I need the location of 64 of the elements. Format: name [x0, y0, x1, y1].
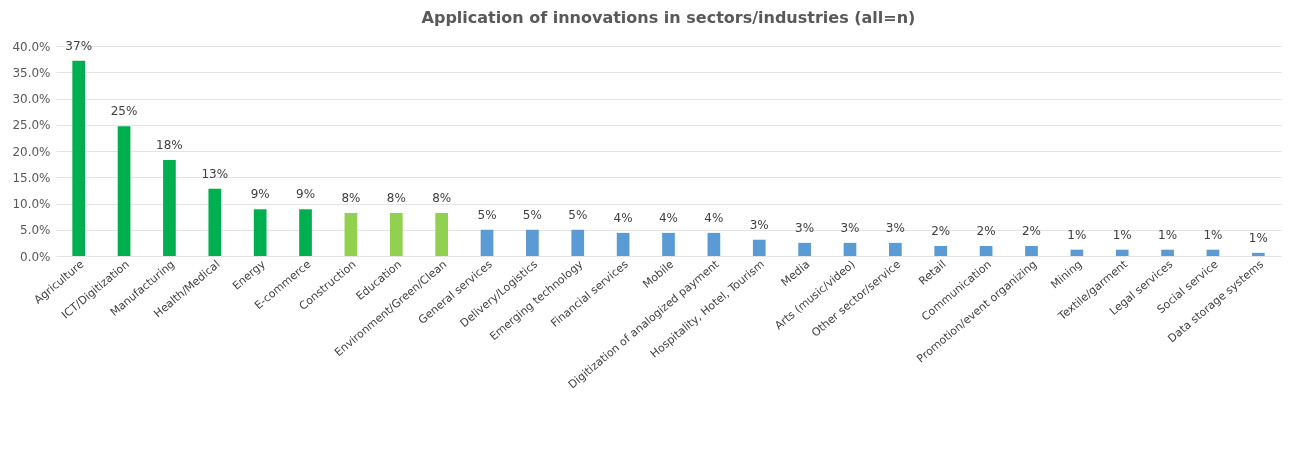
- y-tick-label: 25.0%: [12, 118, 51, 133]
- bar: [1115, 249, 1129, 256]
- data-label: 37%: [65, 38, 93, 53]
- data-label: 9%: [250, 187, 270, 202]
- data-label: 18%: [156, 137, 183, 152]
- bar: [344, 212, 358, 256]
- y-tick-label: 5.0%: [20, 223, 51, 238]
- bar: [299, 209, 312, 256]
- y-tick-label: 15.0%: [12, 170, 51, 185]
- y-tick-label: 30.0%: [12, 92, 51, 106]
- y-tick-label: 35.0%: [12, 65, 51, 80]
- chart-title: Application of innovations in sectors/industries (all=n): [421, 7, 916, 27]
- data-label: 4%: [613, 210, 633, 225]
- bar: [979, 246, 993, 256]
- bar: [163, 159, 176, 256]
- data-label: 1%: [1248, 230, 1268, 245]
- data-label: 5%: [522, 207, 542, 222]
- data-label: 1%: [1158, 227, 1178, 242]
- y-tick-label: 20.0%: [12, 144, 51, 159]
- bar: [253, 209, 267, 256]
- bar: [798, 242, 811, 256]
- bar: [843, 242, 857, 256]
- bar: [1251, 252, 1265, 256]
- data-label: 13%: [201, 166, 229, 181]
- bar: [616, 232, 630, 256]
- y-tick-label: 10.0%: [12, 197, 51, 211]
- data-label: 3%: [795, 220, 815, 235]
- data-label: 3%: [885, 220, 905, 235]
- data-label: 2%: [1021, 224, 1041, 239]
- bar: [117, 126, 131, 256]
- bar: [752, 239, 766, 256]
- data-label: 2%: [976, 224, 996, 239]
- data-label: 8%: [386, 190, 406, 205]
- bar: [1025, 246, 1038, 256]
- bar: [208, 188, 222, 256]
- data-label: 25%: [110, 104, 138, 119]
- bar: [571, 229, 585, 256]
- bar: [389, 212, 403, 256]
- data-label: 5%: [477, 207, 497, 222]
- bar: [1161, 249, 1174, 256]
- bar: [1206, 249, 1220, 256]
- data-label: 5%: [568, 207, 588, 222]
- y-tick-label: 40.0%: [12, 39, 51, 54]
- bar: [889, 242, 902, 256]
- data-label: 4%: [658, 210, 679, 225]
- data-label: 1%: [1112, 227, 1132, 242]
- y-tick-label: 0.0%: [20, 249, 51, 264]
- data-label: 2%: [931, 224, 951, 239]
- bar: [72, 60, 86, 256]
- bar: [934, 246, 948, 256]
- bar: [662, 232, 675, 256]
- data-label: 3%: [749, 217, 769, 232]
- bar: [707, 232, 721, 256]
- data-label: 4%: [704, 210, 724, 225]
- bar: [1070, 249, 1084, 256]
- data-label: 1%: [1067, 227, 1087, 242]
- data-label: 8%: [341, 190, 361, 205]
- data-label: 8%: [432, 190, 452, 205]
- data-label: 3%: [840, 220, 860, 235]
- data-label: 1%: [1203, 227, 1223, 242]
- data-label: 9%: [296, 187, 316, 202]
- bar: [526, 229, 539, 256]
- bar: [480, 229, 494, 256]
- bar: [435, 212, 448, 256]
